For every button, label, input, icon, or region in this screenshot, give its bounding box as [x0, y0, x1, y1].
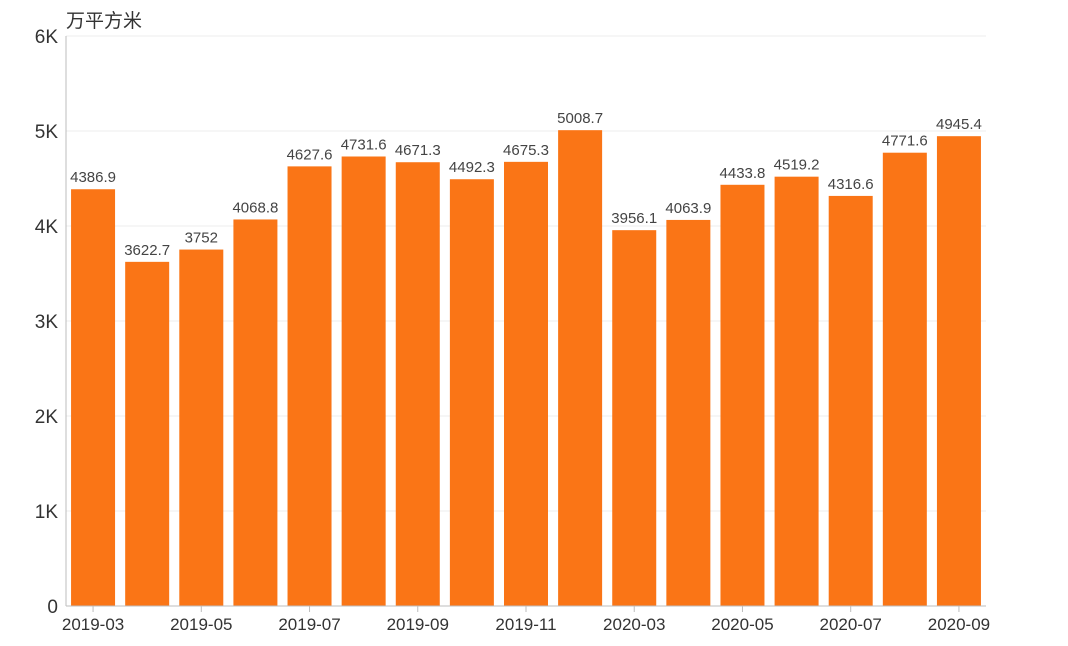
- data-label: 4063.9: [665, 200, 711, 217]
- x-tick-label: 2019-03: [62, 615, 124, 634]
- bar: [720, 184, 765, 606]
- data-label: 4671.3: [395, 142, 441, 159]
- data-label: 3622.7: [124, 242, 170, 259]
- data-label: 4386.9: [70, 169, 116, 186]
- data-label: 3956.1: [611, 210, 657, 227]
- x-tick-label: 2019-07: [278, 615, 340, 634]
- y-tick-label: 6K: [35, 27, 59, 48]
- y-axis-unit-label: 万平方米: [66, 10, 142, 32]
- bar: [936, 136, 981, 606]
- bar: [612, 230, 657, 606]
- bar: [233, 219, 278, 607]
- bar: [179, 249, 224, 606]
- bar: [449, 179, 494, 606]
- y-tick-label: 3K: [35, 312, 59, 333]
- data-label: 4492.3: [449, 159, 495, 176]
- bar: [287, 166, 332, 607]
- x-tick-label: 2019-05: [170, 615, 232, 634]
- data-label: 4675.3: [503, 142, 549, 159]
- data-label: 4519.2: [774, 157, 820, 174]
- data-label: 4627.6: [287, 146, 333, 163]
- bar: [125, 261, 170, 606]
- y-tick-label: 2K: [35, 407, 59, 428]
- y-tick-label: 0: [47, 597, 58, 618]
- y-tick-label: 1K: [35, 502, 59, 523]
- data-label: 5008.7: [557, 110, 603, 127]
- bar: [341, 156, 386, 607]
- bar: [828, 195, 873, 606]
- x-tick-label: 2020-03: [603, 615, 665, 634]
- x-axis: 2019-03 2019-05 2019-07 2019-09 2019-11 2020-…: [62, 36, 990, 634]
- y-tick-label: 5K: [35, 122, 59, 143]
- data-label: 4771.6: [882, 133, 928, 150]
- x-tick-label: 2020-09: [928, 615, 990, 634]
- bar: [666, 219, 711, 606]
- y-axis: 0 1K 2K 3K 4K 5K 6K: [35, 27, 59, 618]
- bar: [504, 161, 548, 606]
- bar: [774, 176, 819, 606]
- data-label: 4731.6: [341, 136, 387, 153]
- x-tick-label: 2019-09: [387, 615, 449, 634]
- bar: [558, 130, 603, 606]
- x-tick-label: 2019-11: [495, 615, 556, 634]
- bar: [395, 162, 440, 606]
- y-tick-label: 4K: [35, 217, 59, 238]
- data-label: 4945.4: [936, 116, 982, 133]
- x-tick-label: 2020-07: [820, 615, 882, 634]
- bar: [882, 152, 927, 606]
- x-tick-label: 2020-05: [711, 615, 773, 634]
- bars: [71, 130, 981, 607]
- data-label: 3752: [185, 230, 218, 247]
- data-labels: 4386.9 3622.7 3752 4068.8 4627.6 4731.6 4671.3…: [70, 110, 982, 259]
- data-label: 4316.6: [828, 176, 874, 193]
- data-label: 4068.8: [232, 199, 278, 216]
- data-label: 4433.8: [720, 165, 766, 182]
- bar: [71, 189, 116, 606]
